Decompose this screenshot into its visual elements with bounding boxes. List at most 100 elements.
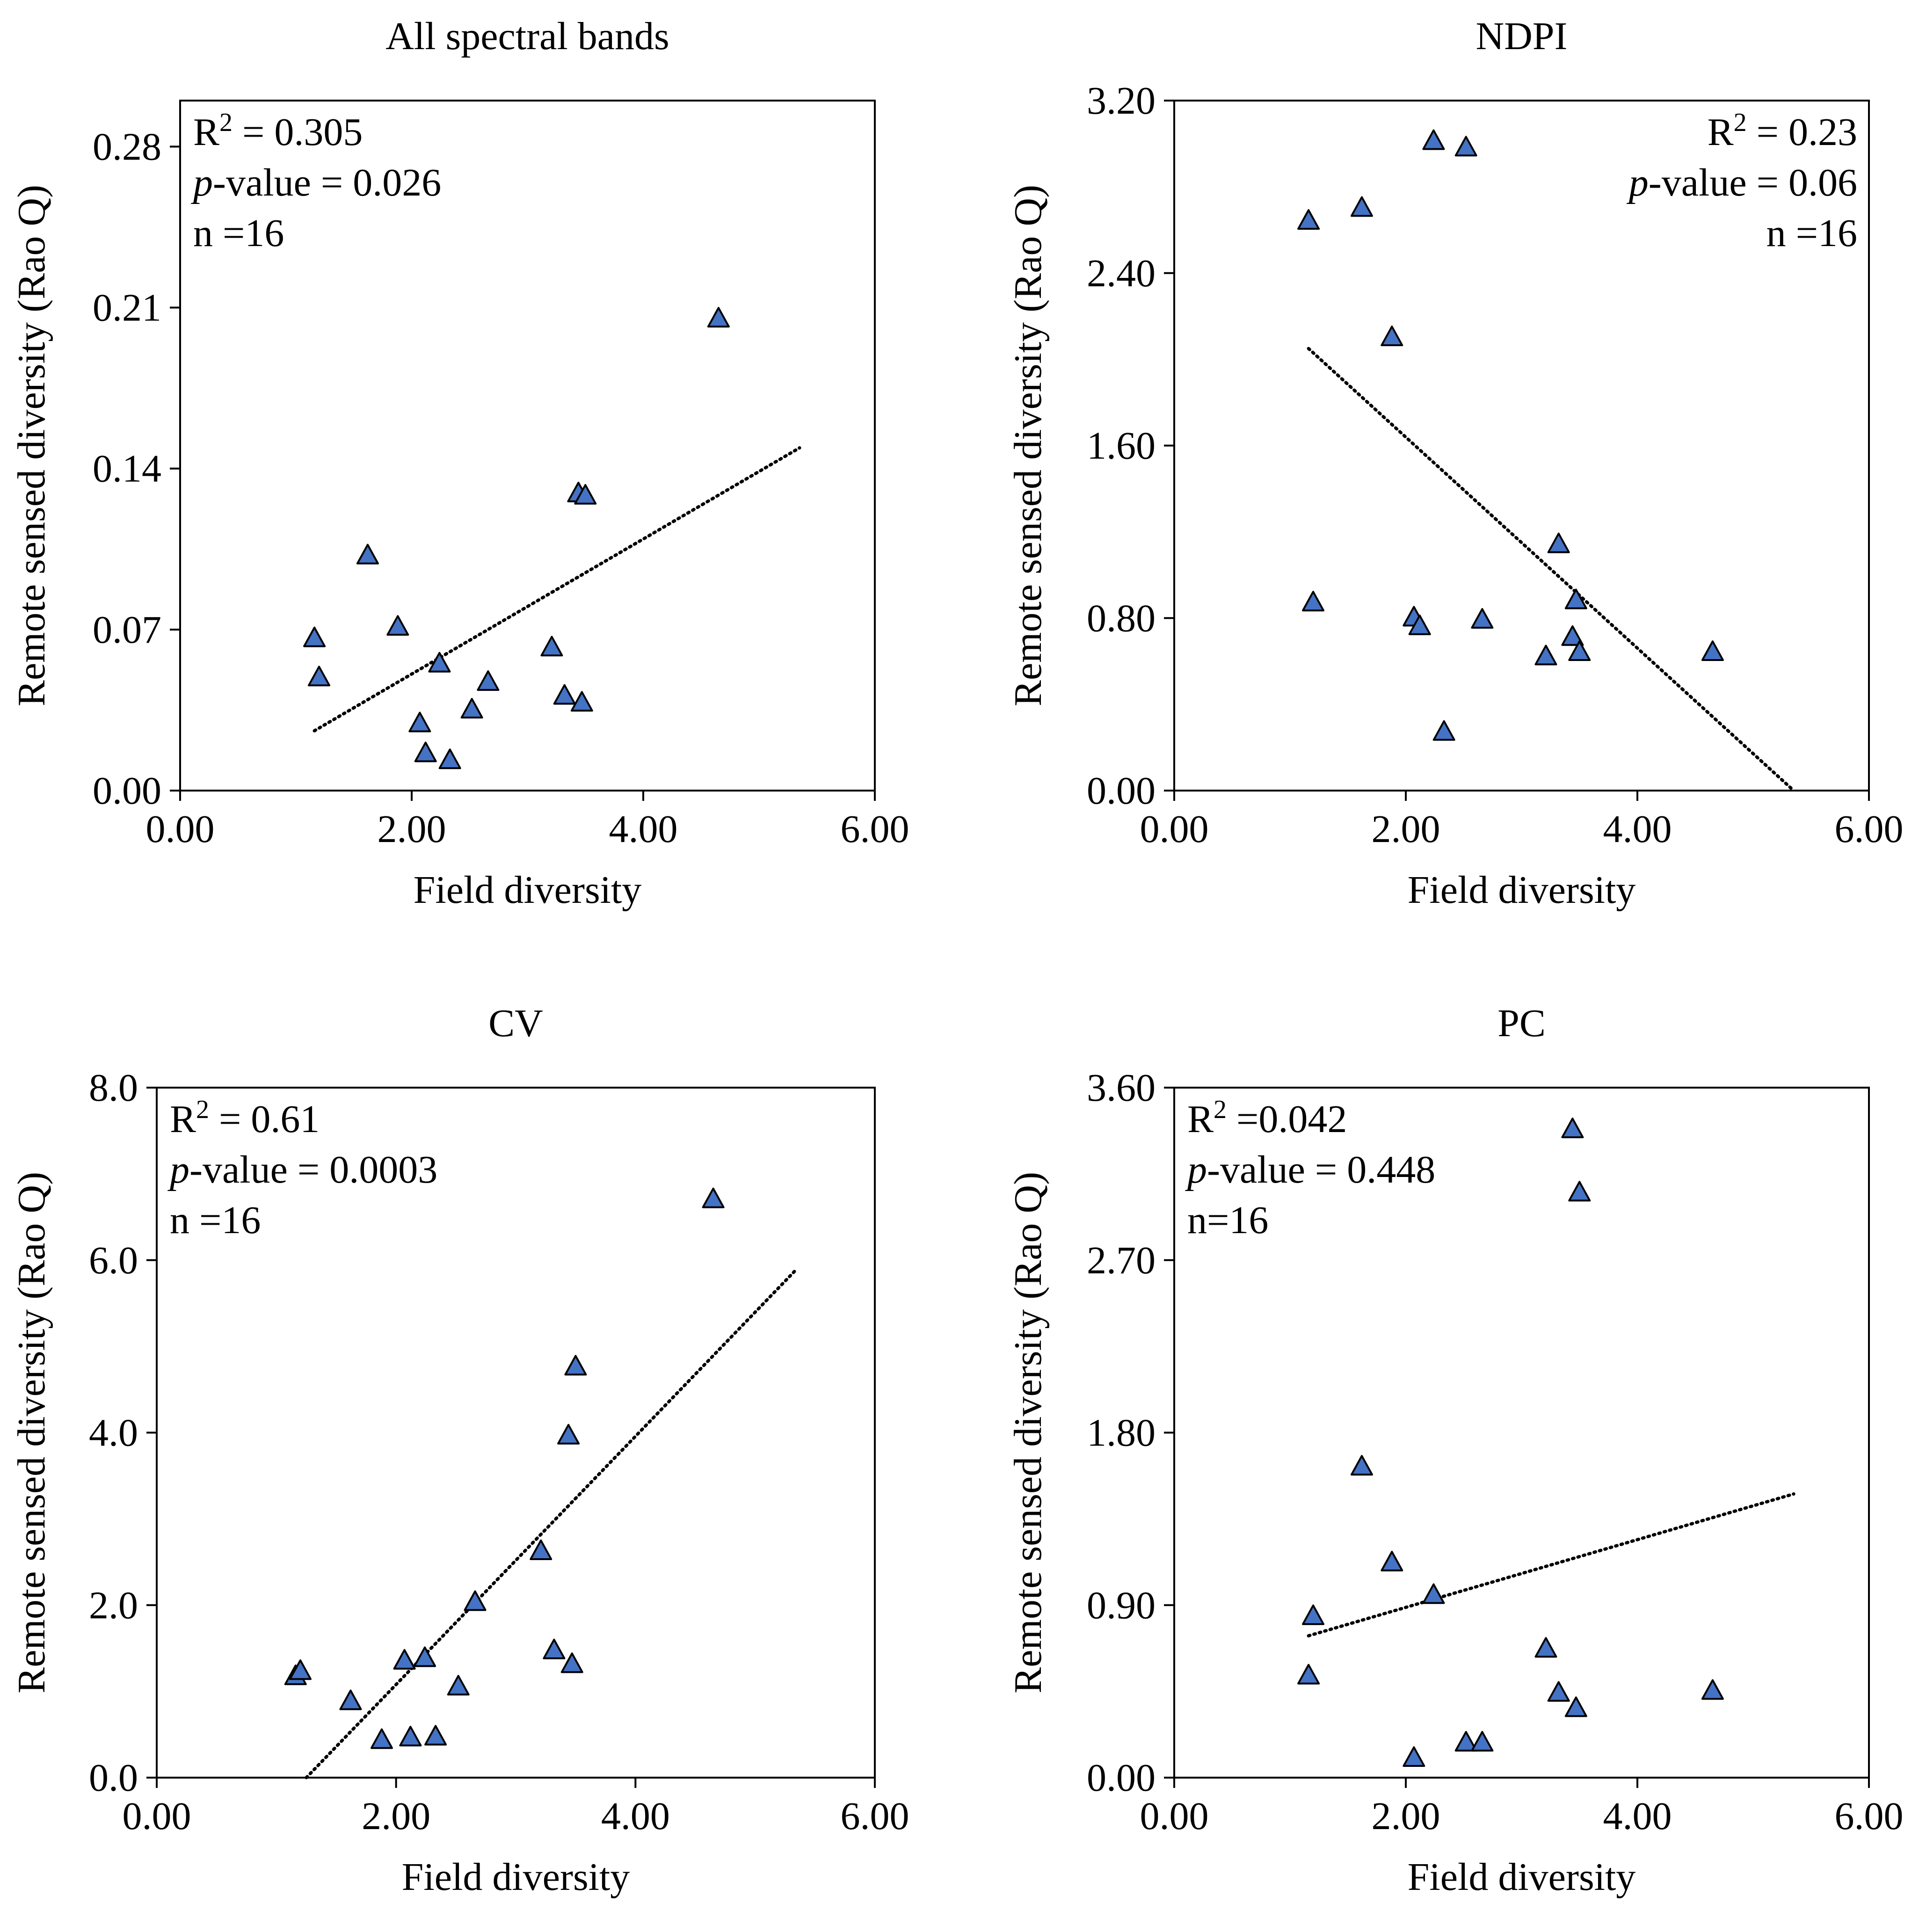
- r-squared-stat: R2 = 0.305: [193, 108, 363, 154]
- x-tick-label: 6.00: [1835, 807, 1904, 851]
- p-value-stat: p-value = 0.026: [191, 161, 441, 204]
- y-tick-label: 8.0: [89, 1066, 138, 1110]
- y-tick-label: 2.40: [1087, 252, 1156, 295]
- chart-title: NDPI: [1476, 15, 1567, 58]
- data-point: [553, 684, 576, 705]
- x-tick-label: 4.00: [601, 1794, 670, 1838]
- chart-title: PC: [1497, 1002, 1546, 1045]
- r-squared-stat: R2 =0.042: [1187, 1095, 1347, 1141]
- x-axis-label: Field diversity: [1408, 868, 1636, 912]
- y-tick-label: 0.80: [1087, 596, 1156, 640]
- data-point: [303, 626, 326, 647]
- y-tick-label: 6.0: [89, 1239, 138, 1282]
- y-tick-label: 0.0: [89, 1756, 138, 1800]
- p-value-stat: p-value = 0.06: [1627, 161, 1857, 204]
- data-point: [560, 1652, 583, 1673]
- data-point: [540, 636, 563, 657]
- data-point: [1454, 1731, 1477, 1752]
- data-point: [574, 484, 597, 505]
- data-point: [1302, 1604, 1324, 1625]
- data-point: [428, 652, 451, 673]
- data-point: [557, 1424, 580, 1445]
- y-tick-label: 0.90: [1087, 1583, 1156, 1627]
- chart-panel-2: NDPI 0.00 2.00 4.00 6.00 0.00 0.80 1.60 2.40 3.20…: [1006, 15, 1904, 912]
- x-tick-label: 6.00: [1835, 1794, 1904, 1838]
- data-point: [460, 697, 483, 719]
- y-tick-label: 1.80: [1087, 1411, 1156, 1455]
- p-value-stat: p-value = 0.448: [1185, 1148, 1435, 1191]
- trend-line: [305, 1267, 799, 1779]
- data-point: [1547, 532, 1570, 553]
- y-axis-label: Remote sensed diversity (Rao Q): [10, 1172, 53, 1693]
- data-point: [1561, 1118, 1584, 1139]
- data-point: [1381, 326, 1403, 347]
- data-point: [1350, 1455, 1373, 1476]
- chart-title: All spectral bands: [385, 15, 669, 58]
- data-point: [1422, 1583, 1445, 1604]
- data-point: [399, 1726, 422, 1747]
- data-point: [1547, 1681, 1570, 1702]
- data-point: [477, 670, 500, 691]
- y-tick-label: 0.00: [1087, 1756, 1156, 1800]
- data-point: [1564, 1696, 1587, 1717]
- data-point: [1471, 608, 1494, 629]
- y-tick-label: 0.00: [1087, 769, 1156, 813]
- y-tick-label: 0.00: [93, 769, 161, 813]
- y-tick-label: 0.07: [93, 608, 161, 652]
- x-axis-label: Field diversity: [1408, 1855, 1636, 1899]
- data-point: [1381, 1551, 1403, 1572]
- sample-size-stat: n =16: [170, 1198, 261, 1242]
- data-point: [289, 1659, 312, 1680]
- data-point: [530, 1539, 552, 1560]
- x-tick-label: 2.00: [362, 1794, 430, 1838]
- data-point: [1701, 640, 1724, 661]
- y-axis-label: Remote sensed diversity (Rao Q): [1006, 1172, 1050, 1693]
- data-point: [414, 741, 437, 763]
- data-point: [1568, 640, 1591, 661]
- data-point: [1454, 136, 1477, 157]
- data-point: [1568, 1181, 1591, 1202]
- x-tick-label: 2.00: [1372, 807, 1440, 851]
- x-axis-label: Field diversity: [414, 868, 642, 912]
- x-tick-label: 4.00: [1603, 1794, 1672, 1838]
- data-point: [1408, 614, 1431, 635]
- y-tick-label: 0.28: [93, 125, 161, 168]
- y-tick-label: 3.60: [1087, 1066, 1156, 1110]
- data-point: [447, 1675, 470, 1696]
- data-point: [1534, 1637, 1557, 1658]
- x-tick-label: 6.00: [841, 807, 909, 851]
- x-tick-label: 4.00: [1603, 807, 1672, 851]
- y-axis-label: Remote sensed diversity (Rao Q): [10, 185, 53, 706]
- sample-size-stat: n =16: [1766, 211, 1857, 255]
- x-tick-label: 0.00: [146, 807, 215, 851]
- data-point: [308, 666, 330, 687]
- trend-line: [313, 446, 801, 733]
- x-tick-label: 2.00: [1372, 1794, 1440, 1838]
- y-tick-label: 3.20: [1087, 79, 1156, 123]
- x-tick-label: 0.00: [123, 1794, 191, 1838]
- y-tick-label: 0.14: [93, 447, 161, 491]
- trend-line: [1307, 347, 1795, 792]
- data-point: [339, 1689, 362, 1710]
- sample-size-stat: n =16: [193, 211, 284, 255]
- y-tick-label: 2.0: [89, 1583, 138, 1627]
- p-value-stat: p-value = 0.0003: [167, 1148, 437, 1191]
- y-tick-label: 0.21: [93, 286, 161, 330]
- y-tick-label: 4.0: [89, 1411, 138, 1455]
- sample-size-stat: n=16: [1187, 1198, 1268, 1242]
- data-point: [1561, 625, 1584, 646]
- x-tick-label: 6.00: [841, 1794, 909, 1838]
- data-point: [1403, 1746, 1425, 1767]
- data-point: [543, 1638, 566, 1659]
- chart-panel-1: All spectral bands 0.00 2.00 4.00 6.00 0.00 0.…: [10, 15, 909, 912]
- data-point: [386, 615, 409, 636]
- data-point: [393, 1649, 416, 1670]
- r-squared-stat: R2 = 0.23: [1708, 108, 1857, 154]
- y-tick-label: 2.70: [1087, 1239, 1156, 1282]
- data-point: [1471, 1731, 1494, 1752]
- data-point: [570, 691, 593, 712]
- data-point: [1432, 720, 1455, 741]
- y-tick-label: 1.60: [1087, 424, 1156, 468]
- data-point: [1350, 196, 1373, 217]
